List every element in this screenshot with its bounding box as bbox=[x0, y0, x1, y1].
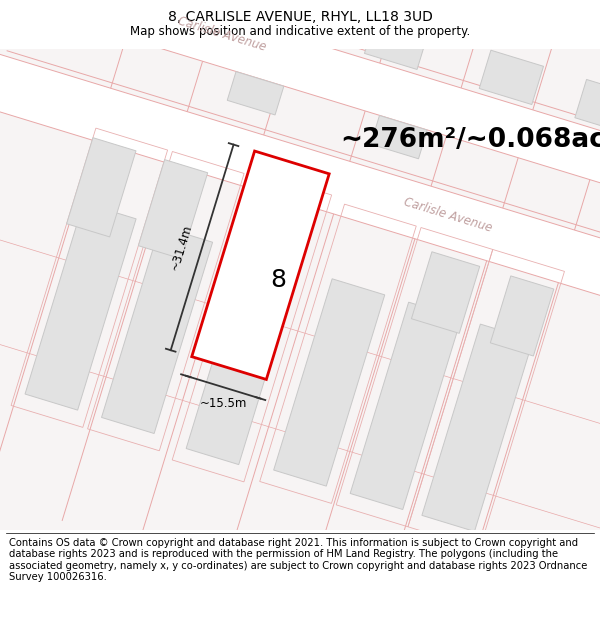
Text: Contains OS data © Crown copyright and database right 2021. This information is : Contains OS data © Crown copyright and d… bbox=[9, 538, 587, 582]
Text: ~15.5m: ~15.5m bbox=[200, 397, 247, 410]
Text: ~276m²/~0.068ac.: ~276m²/~0.068ac. bbox=[340, 127, 600, 153]
Polygon shape bbox=[575, 79, 600, 134]
Polygon shape bbox=[186, 248, 300, 464]
Polygon shape bbox=[350, 302, 461, 509]
Polygon shape bbox=[25, 202, 136, 410]
Text: 8: 8 bbox=[271, 268, 286, 292]
Polygon shape bbox=[145, 0, 209, 2]
Polygon shape bbox=[479, 50, 544, 104]
Text: Carlisle Avenue: Carlisle Avenue bbox=[403, 196, 494, 234]
Polygon shape bbox=[0, 17, 600, 332]
Polygon shape bbox=[192, 151, 329, 379]
Text: 8, CARLISLE AVENUE, RHYL, LL18 3UD: 8, CARLISLE AVENUE, RHYL, LL18 3UD bbox=[167, 10, 433, 24]
Polygon shape bbox=[371, 116, 427, 159]
Polygon shape bbox=[0, 0, 600, 221]
Polygon shape bbox=[101, 226, 212, 434]
Text: Map shows position and indicative extent of the property.: Map shows position and indicative extent… bbox=[130, 25, 470, 38]
Text: Carlisle Avenue: Carlisle Avenue bbox=[176, 14, 267, 53]
Polygon shape bbox=[490, 276, 554, 356]
Polygon shape bbox=[139, 159, 208, 259]
Polygon shape bbox=[422, 324, 533, 531]
Polygon shape bbox=[250, 0, 314, 34]
Text: ~31.4m: ~31.4m bbox=[168, 222, 194, 272]
Polygon shape bbox=[412, 252, 480, 333]
Polygon shape bbox=[67, 138, 136, 237]
Polygon shape bbox=[274, 279, 385, 486]
Polygon shape bbox=[364, 15, 429, 69]
Polygon shape bbox=[227, 72, 284, 115]
